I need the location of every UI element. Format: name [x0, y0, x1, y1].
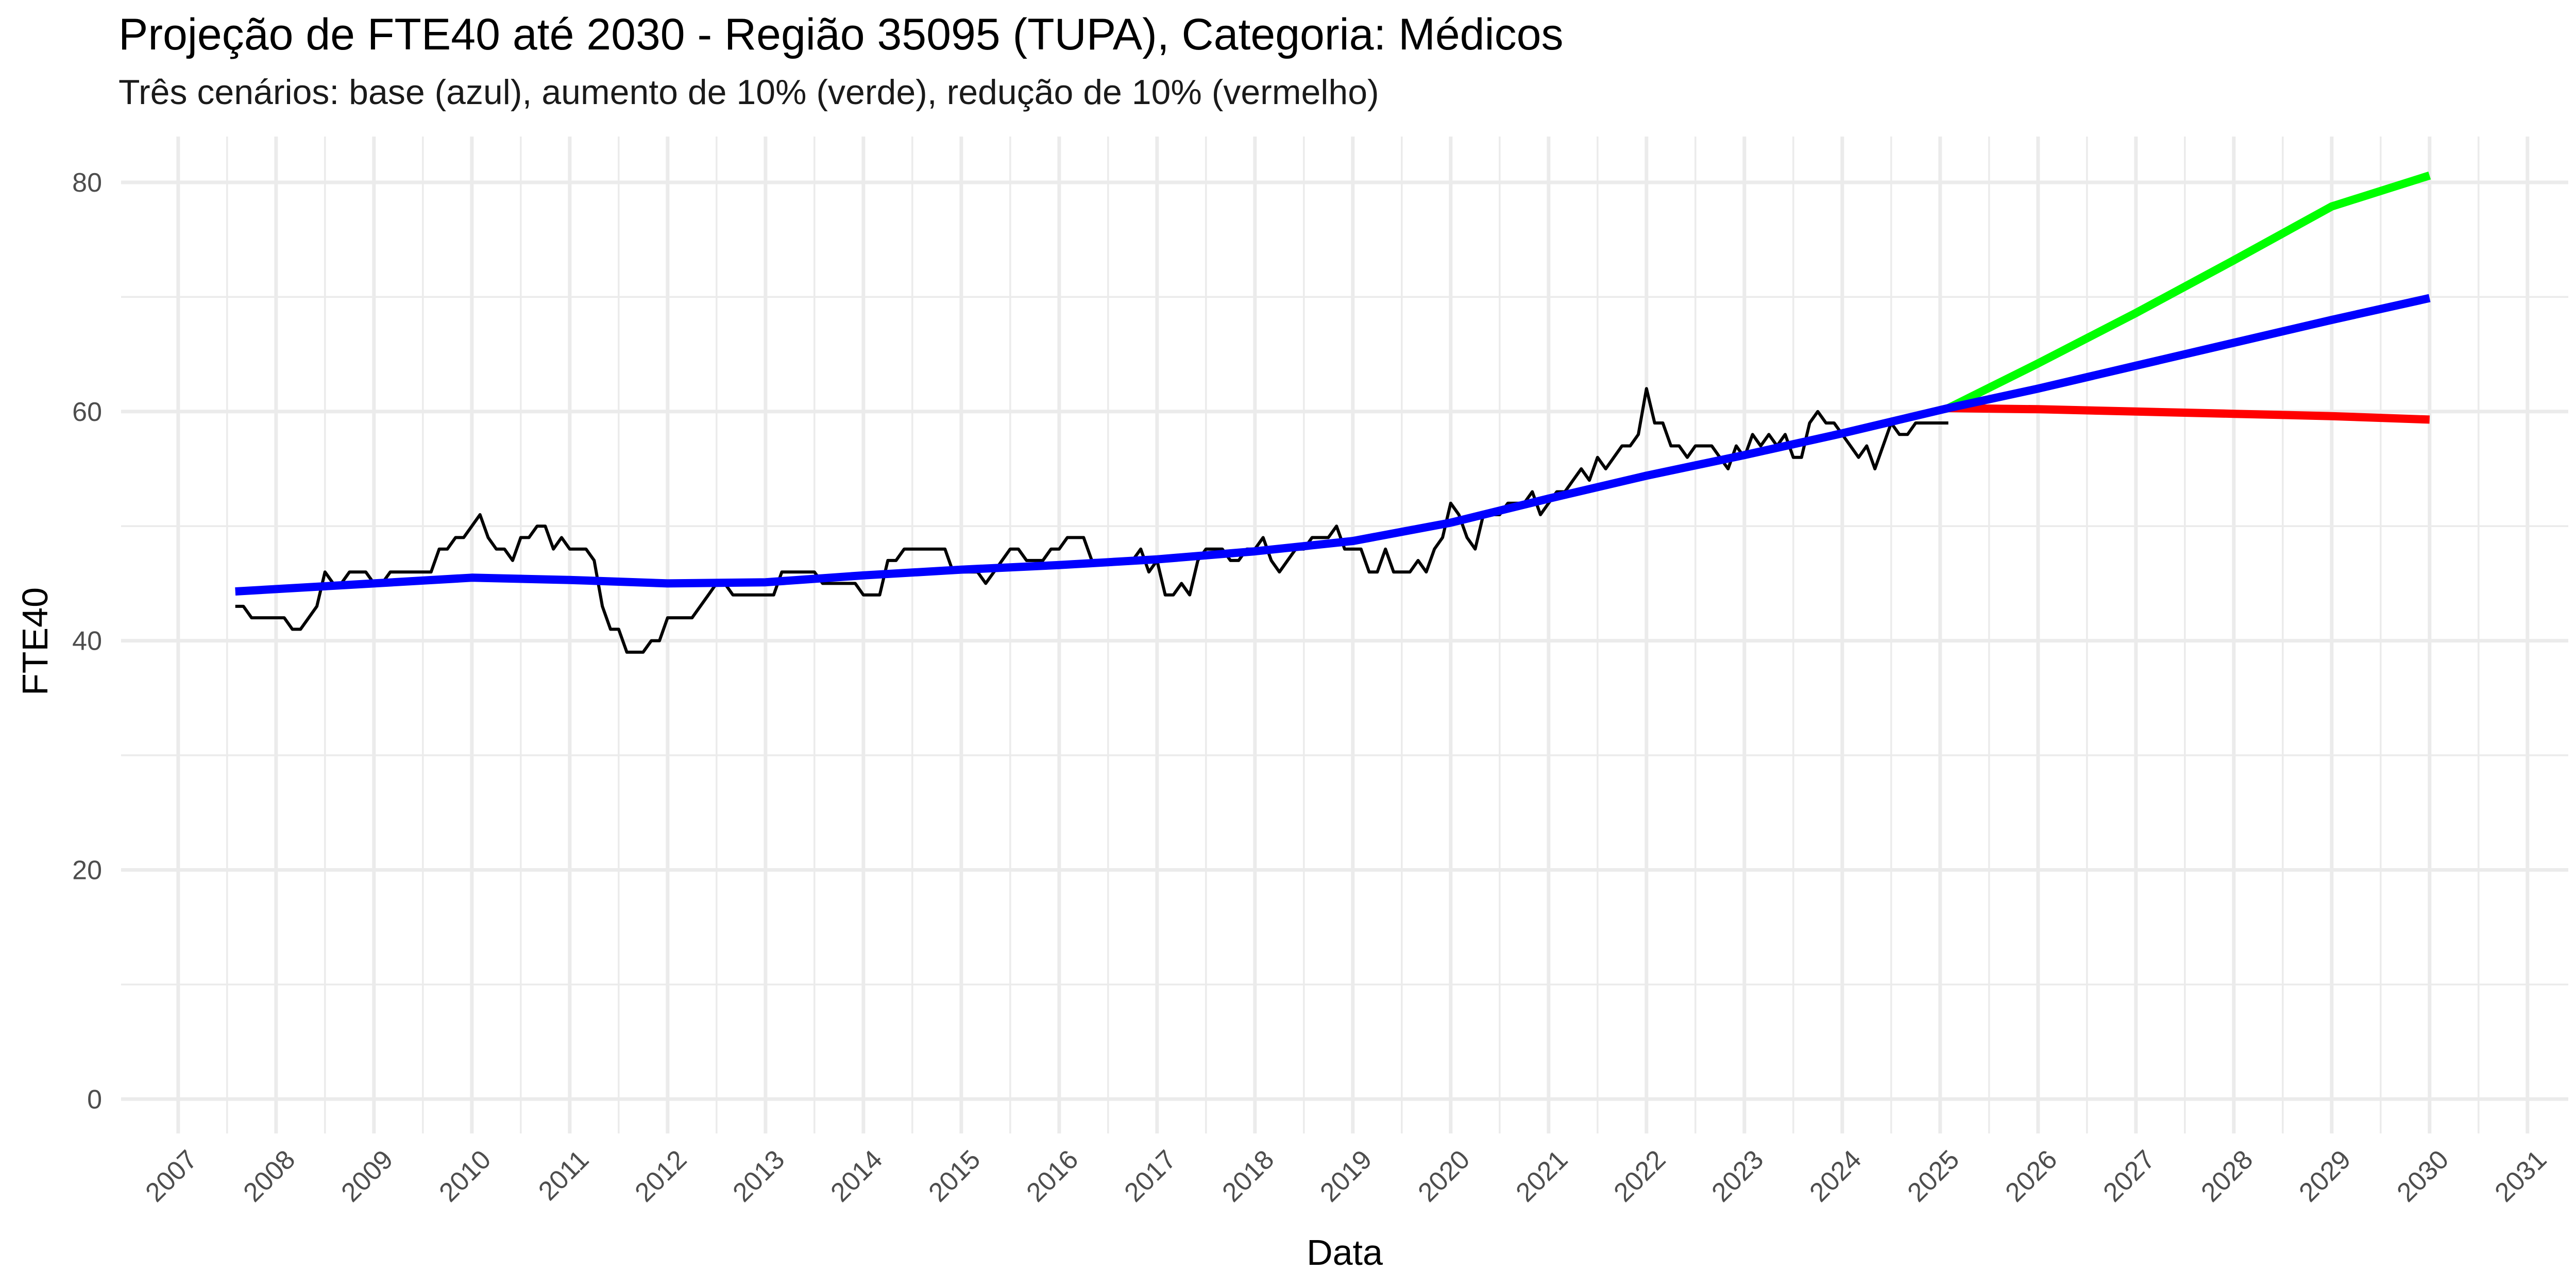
x-tick-label: 2014 — [825, 1144, 889, 1208]
series-observed-line — [235, 387, 1948, 654]
series-decrease-line — [1948, 404, 2430, 424]
x-tick-label: 2029 — [2294, 1144, 2357, 1208]
chart-subtitle: Três cenários: base (azul), aumento de 1… — [118, 73, 1379, 112]
x-tick-label: 2025 — [1902, 1144, 1965, 1208]
chart-title: Projeção de FTE40 até 2030 - Região 3509… — [118, 10, 1564, 59]
y-tick-label: 0 — [87, 1084, 102, 1114]
x-tick-label: 2021 — [1511, 1144, 1574, 1208]
x-tick-label: 2013 — [727, 1144, 791, 1208]
x-tick-label: 2018 — [1217, 1144, 1280, 1208]
x-tick-label: 2009 — [336, 1144, 399, 1208]
y-tick-label: 20 — [72, 855, 102, 885]
series-base-line — [235, 294, 2431, 596]
y-axis-title: FTE40 — [15, 587, 55, 696]
x-tick-label: 2028 — [2196, 1144, 2259, 1208]
x-tick-label: 2020 — [1413, 1144, 1476, 1208]
x-tick-label: 2026 — [2000, 1144, 2063, 1208]
x-tick-label: 2031 — [2489, 1144, 2553, 1208]
y-axis-ticks: 0 20 40 60 80 — [72, 168, 102, 1114]
x-tick-label: 2027 — [2098, 1144, 2161, 1208]
x-tick-label: 2015 — [923, 1144, 987, 1208]
y-tick-label: 60 — [72, 397, 102, 427]
x-tick-label: 2023 — [1706, 1144, 1770, 1208]
x-axis-title: Data — [1307, 1232, 1383, 1273]
grid-lines — [121, 137, 2568, 1133]
y-tick-label: 80 — [72, 168, 102, 198]
x-tick-label: 2016 — [1021, 1144, 1084, 1208]
x-tick-label: 2024 — [1804, 1144, 1868, 1208]
series-increase-line — [1946, 171, 2431, 412]
x-tick-label: 2019 — [1315, 1144, 1378, 1208]
x-tick-label: 2010 — [434, 1144, 497, 1208]
x-tick-label: 2017 — [1119, 1144, 1182, 1208]
series-layer — [235, 171, 2431, 654]
x-tick-label: 2022 — [1608, 1144, 1672, 1208]
x-tick-label: 2011 — [533, 1144, 595, 1206]
x-tick-label: 2007 — [140, 1144, 204, 1208]
y-tick-label: 40 — [72, 626, 102, 656]
x-axis-ticks: 2007 2008 2009 2010 2011 2012 2013 2014 2015 2016… — [140, 1144, 2553, 1208]
x-tick-label: 2008 — [238, 1144, 301, 1208]
x-tick-label: 2012 — [630, 1144, 693, 1208]
x-tick-label: 2030 — [2392, 1144, 2455, 1208]
